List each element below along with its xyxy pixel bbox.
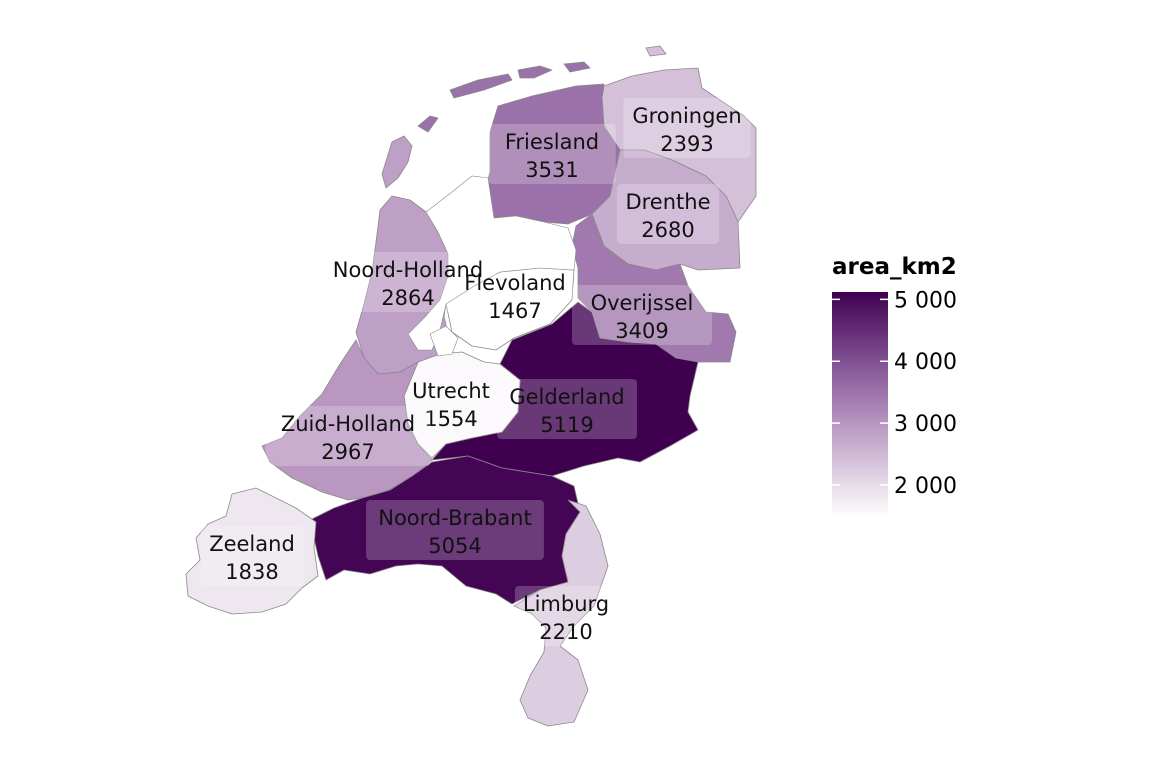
province-overijssel[interactable] (571, 213, 737, 363)
label-noord-holland: Noord-Holland 2864 (319, 252, 497, 312)
region-name: Overijssel (591, 291, 694, 315)
label-box (200, 526, 304, 586)
region-name: Friesland (505, 130, 599, 154)
label-box (623, 98, 751, 158)
label-box (497, 379, 637, 439)
label-flevoland: Flevoland 1467 (464, 271, 565, 323)
label-utrecht: Utrecht 1554 (412, 379, 490, 431)
label-overijssel: Overijssel 3409 (572, 285, 712, 345)
label-groningen: Groningen 2393 (623, 98, 751, 158)
region-name: Flevoland (464, 271, 565, 295)
island-schiermonnikoog (563, 61, 591, 73)
region-name: Zeeland (209, 532, 295, 556)
legend-colorbar (832, 292, 888, 518)
region-value: 3409 (615, 319, 668, 343)
region-value: 1838 (225, 560, 278, 584)
region-value: 2393 (660, 132, 713, 156)
ijsselmeer (407, 175, 577, 351)
label-box (616, 184, 720, 244)
region-name: Groningen (632, 104, 741, 128)
region-name: Zuid-Holland (281, 412, 415, 436)
island-ameland (517, 65, 553, 79)
province-drenthe[interactable] (591, 149, 741, 271)
label-box (514, 586, 618, 646)
region-value: 2210 (539, 620, 592, 644)
island-vlieland (417, 115, 439, 133)
region-name: Limburg (523, 592, 609, 616)
region-name: Noord-Holland (333, 258, 483, 282)
province-zeeland[interactable] (185, 487, 319, 615)
region-value: 5119 (540, 413, 593, 437)
legend-tick-label: 3 000 (894, 412, 957, 437)
island-rottumeroog (645, 45, 667, 57)
label-zeeland: Zeeland 1838 (200, 526, 304, 586)
region-value: 3531 (525, 158, 578, 182)
region-labels: Groningen 2393 Friesland 3531 Drenthe 2680 Noo… (200, 98, 751, 646)
region-value: 2680 (641, 218, 694, 242)
markermeer (429, 325, 459, 357)
label-noord-brabant: Noord-Brabant 5054 (366, 500, 544, 560)
legend-tick-label: 2 000 (894, 474, 957, 499)
legend-tick-label: 5 000 (894, 288, 957, 313)
legend-tick-label: 4 000 (894, 350, 957, 375)
region-value: 1467 (488, 299, 541, 323)
region-value: 2864 (381, 286, 434, 310)
wadden-islands (381, 45, 667, 189)
label-friesland: Friesland 3531 (488, 124, 616, 184)
province-limburg[interactable] (513, 499, 609, 727)
label-box (265, 406, 431, 466)
legend-title: area_km2 (832, 254, 957, 280)
region-value: 5054 (428, 534, 481, 558)
legend-ticks: 2 000 3 000 4 000 5 000 (832, 288, 957, 499)
label-gelderland: Gelderland 5119 (497, 379, 637, 439)
region-value: 1554 (424, 407, 477, 431)
label-box (572, 285, 712, 345)
label-box (366, 500, 544, 560)
legend: area_km2 2 000 3 000 4 000 5 000 (832, 254, 957, 518)
label-drenthe: Drenthe 2680 (616, 184, 720, 244)
label-box (319, 252, 497, 312)
island-terschelling (449, 73, 513, 99)
region-value: 2967 (321, 440, 374, 464)
island-texel (381, 135, 413, 189)
label-box (488, 124, 616, 184)
region-name: Utrecht (412, 379, 490, 403)
label-limburg: Limburg 2210 (514, 586, 618, 646)
inland-water (407, 175, 577, 357)
region-name: Gelderland (509, 385, 624, 409)
label-zuid-holland: Zuid-Holland 2967 (265, 406, 431, 466)
region-name: Drenthe (625, 190, 710, 214)
region-name: Noord-Brabant (378, 506, 531, 530)
